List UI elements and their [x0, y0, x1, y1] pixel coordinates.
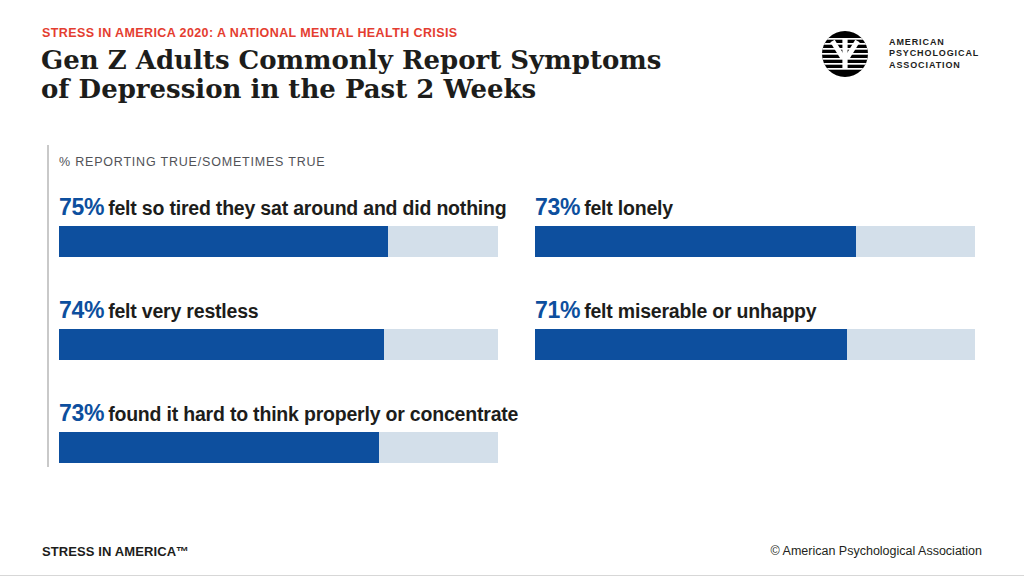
bar-row: 74%felt very restless [59, 297, 498, 324]
bar-row: 71%felt miserable or unhappy [535, 297, 975, 324]
apa-logo: AMERICAN PSYCHOLOGICAL ASSOCIATION [822, 31, 979, 77]
bar-value: 75% [59, 194, 104, 220]
chart-axis-rule [47, 145, 49, 467]
bar-track [535, 226, 975, 257]
bar-label: felt very restless [108, 300, 258, 322]
bar-fill [59, 329, 384, 360]
bar-value: 74% [59, 297, 104, 323]
bar-track [59, 432, 498, 463]
bar-label: found it hard to think properly or conce… [108, 403, 518, 425]
bar-row: 73%felt lonely [535, 194, 975, 221]
bar-row: 75%felt so tired they sat around and did… [59, 194, 498, 221]
bar-caption: 75%felt so tired they sat around and did… [59, 194, 498, 221]
bar-value: 73% [59, 400, 104, 426]
bar-fill [535, 329, 847, 360]
bar-label: felt miserable or unhappy [584, 300, 816, 322]
bar-track [535, 329, 975, 360]
bar-label: felt lonely [584, 197, 673, 219]
bar-label: felt so tired they sat around and did no… [108, 197, 506, 219]
apa-logo-text-line3: ASSOCIATION [889, 60, 979, 72]
bar-value: 71% [535, 297, 580, 323]
bar-caption: 73%felt lonely [535, 194, 975, 221]
bar-track [59, 226, 498, 257]
page-title: Gen Z Adults Commonly Report Symptoms of… [41, 46, 661, 104]
bar-fill [535, 226, 856, 257]
page-title-line2: of Depression in the Past 2 Weeks [41, 75, 661, 104]
bar-caption: 73%found it hard to think properly or co… [59, 400, 498, 427]
page-title-line1: Gen Z Adults Commonly Report Symptoms [41, 46, 661, 75]
bar-row: 73%found it hard to think properly or co… [59, 400, 498, 427]
axis-note: % REPORTING TRUE/SOMETIMES TRUE [59, 155, 326, 169]
bar-value: 73% [535, 194, 580, 220]
bar-track [59, 329, 498, 360]
footer-brand: STRESS IN AMERICA™ [42, 544, 189, 559]
apa-logo-text-line1: AMERICAN [889, 37, 979, 49]
footer-copyright: © American Psychological Association [771, 544, 982, 558]
bar-caption: 74%felt very restless [59, 297, 498, 324]
apa-logo-text: AMERICAN PSYCHOLOGICAL ASSOCIATION [889, 37, 979, 72]
apa-logo-text-line2: PSYCHOLOGICAL [889, 48, 979, 60]
bar-fill [59, 226, 388, 257]
infographic-page: STRESS IN AMERICA 2020: A NATIONAL MENTA… [0, 0, 1024, 576]
apa-psi-icon [822, 31, 868, 77]
report-eyebrow: STRESS IN AMERICA 2020: A NATIONAL MENTA… [42, 26, 458, 40]
bar-fill [59, 432, 379, 463]
bar-caption: 71%felt miserable or unhappy [535, 297, 975, 324]
